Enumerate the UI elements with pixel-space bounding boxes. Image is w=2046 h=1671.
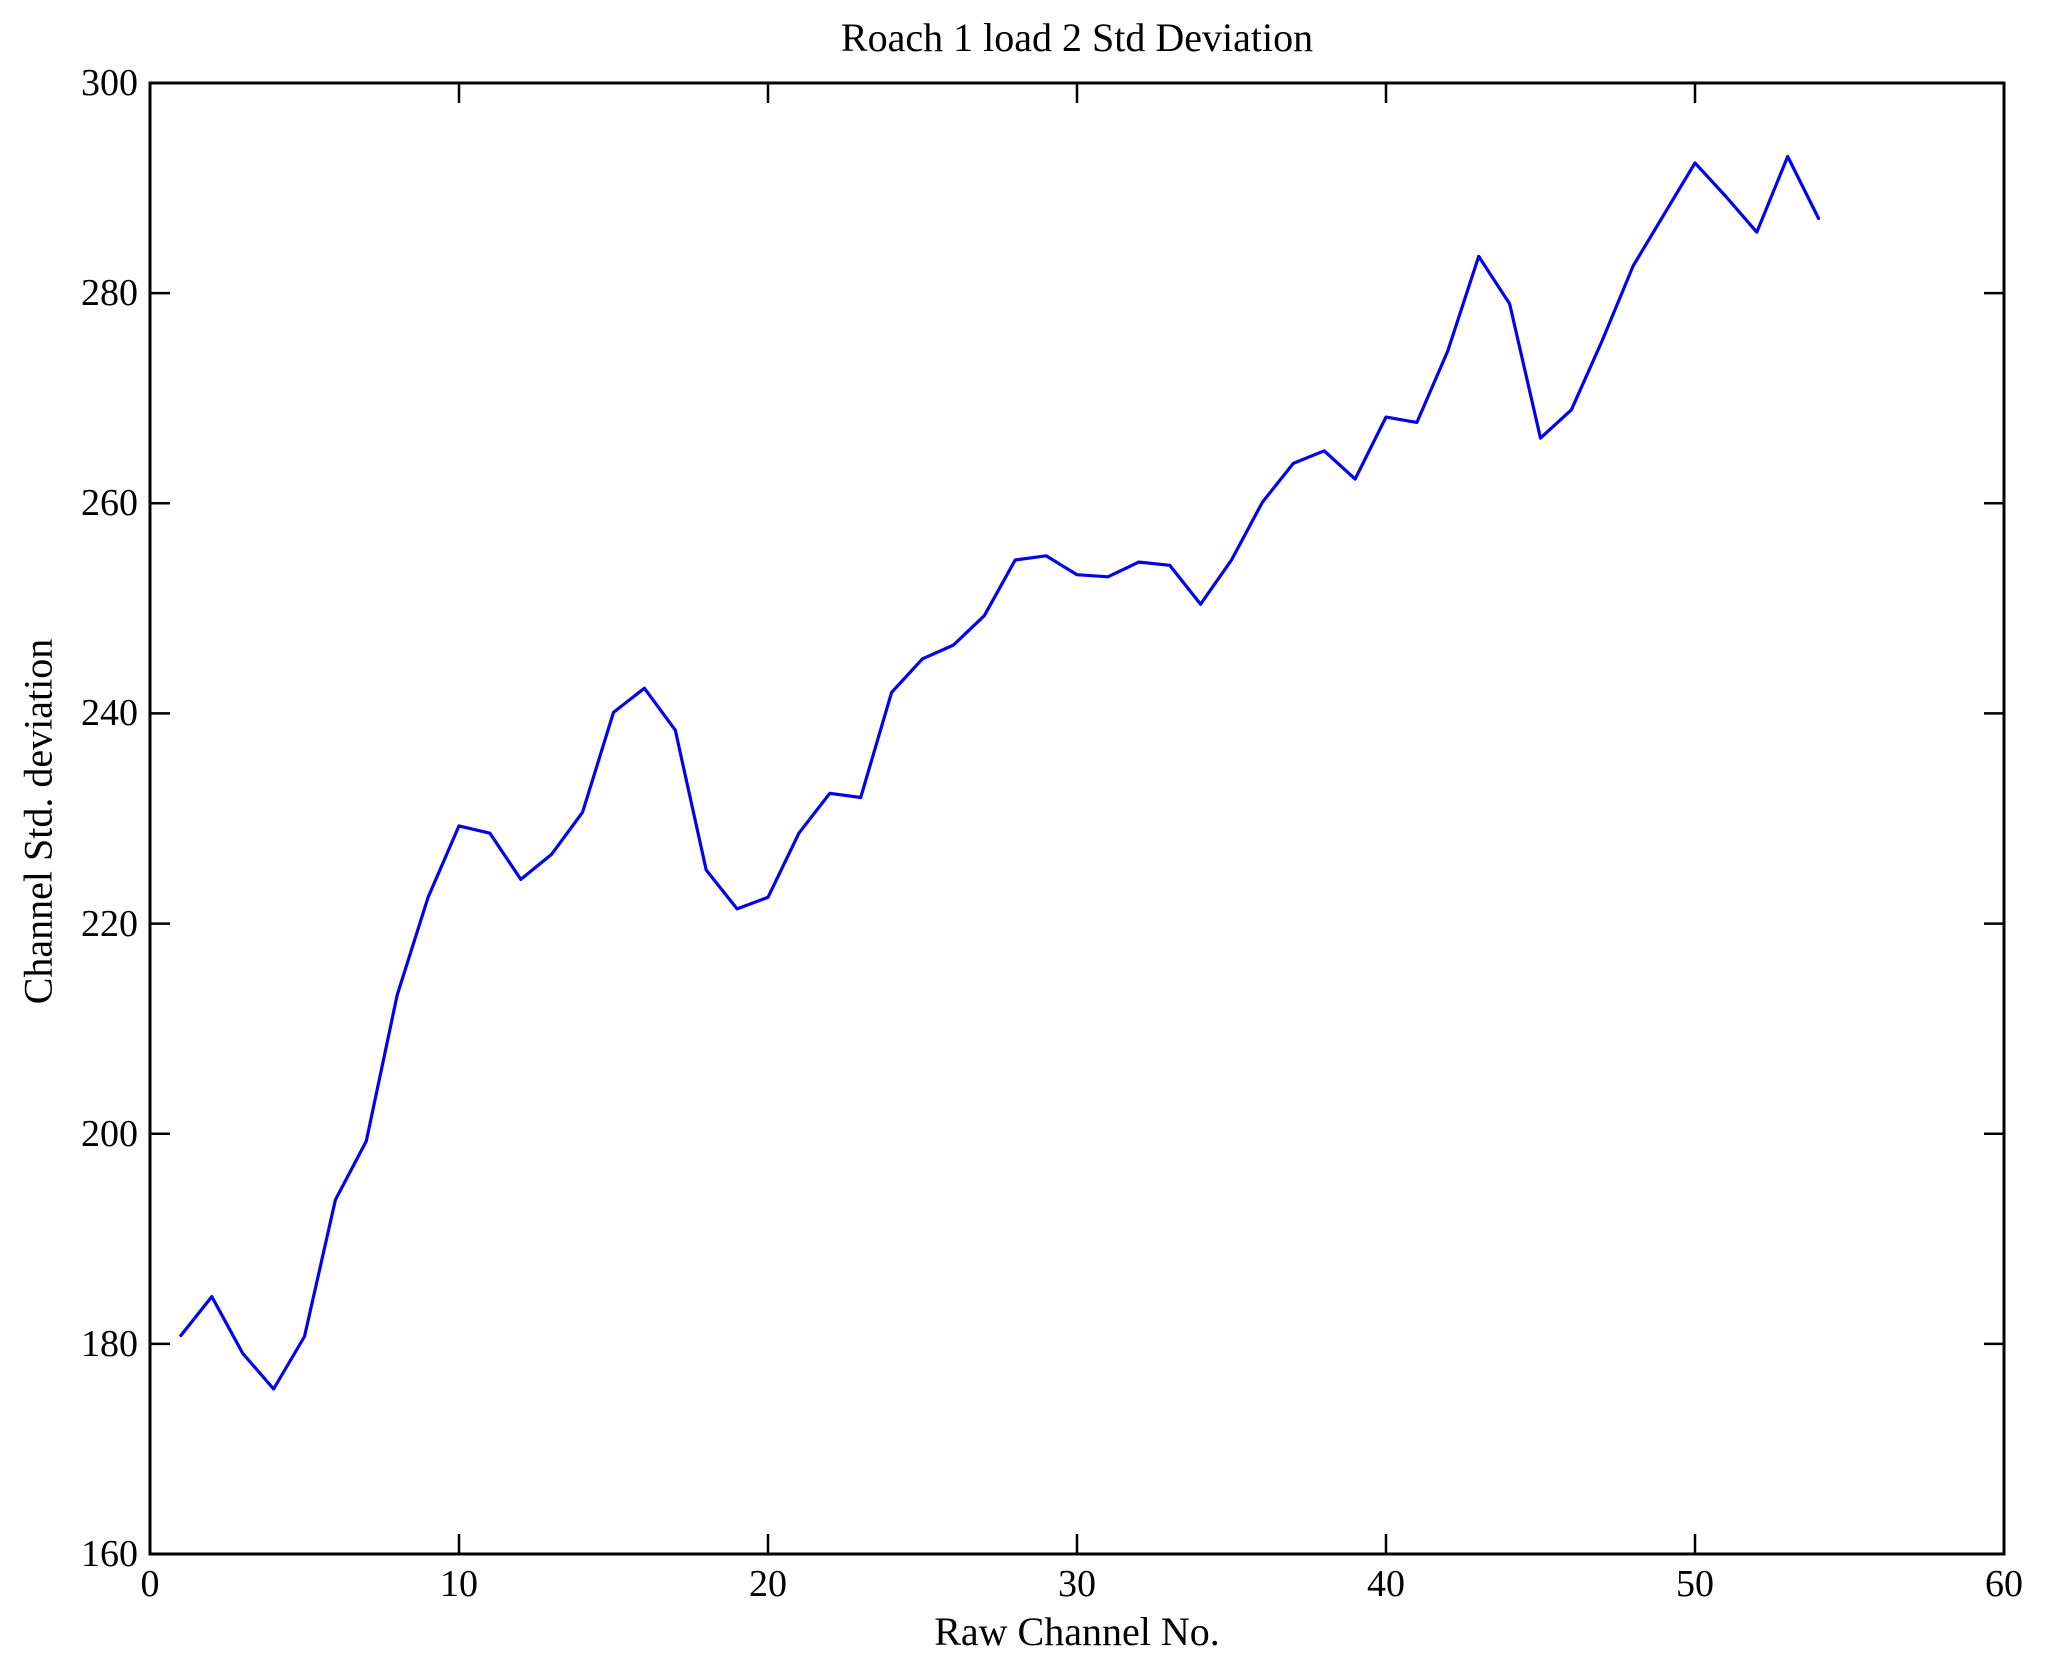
y-tick-label: 220 [81,902,138,945]
y-tick-label: 200 [81,1112,138,1155]
x-tick-label: 40 [1367,1563,1405,1605]
y-tick-label: 180 [81,1322,138,1365]
y-tick-label: 260 [81,482,138,525]
data-line [179,154,1821,1391]
y-tick-label: 300 [81,62,138,104]
x-tick-label: 30 [1058,1563,1096,1605]
y-axis-label: Channel Std. deviation [15,638,61,1005]
axis-tick-marks [148,81,2006,1556]
y-tick-label: 280 [81,272,138,315]
x-axis-label: Raw Channel No. [934,1609,1220,1654]
x-tick-label: 20 [749,1563,787,1605]
axes-frame [148,81,2006,1556]
plot-area [148,81,2006,1556]
x-tick-label: 60 [1985,1563,2023,1605]
chart-title: Roach 1 load 2 Std Deviation [840,15,1314,60]
x-tick-label: 10 [440,1563,478,1605]
x-tick-label: 0 [140,1563,160,1605]
line-chart [148,81,2006,1556]
x-tick-label: 50 [1676,1563,1714,1605]
y-tick-label: 160 [81,1533,138,1575]
y-tick-label: 240 [81,692,138,735]
